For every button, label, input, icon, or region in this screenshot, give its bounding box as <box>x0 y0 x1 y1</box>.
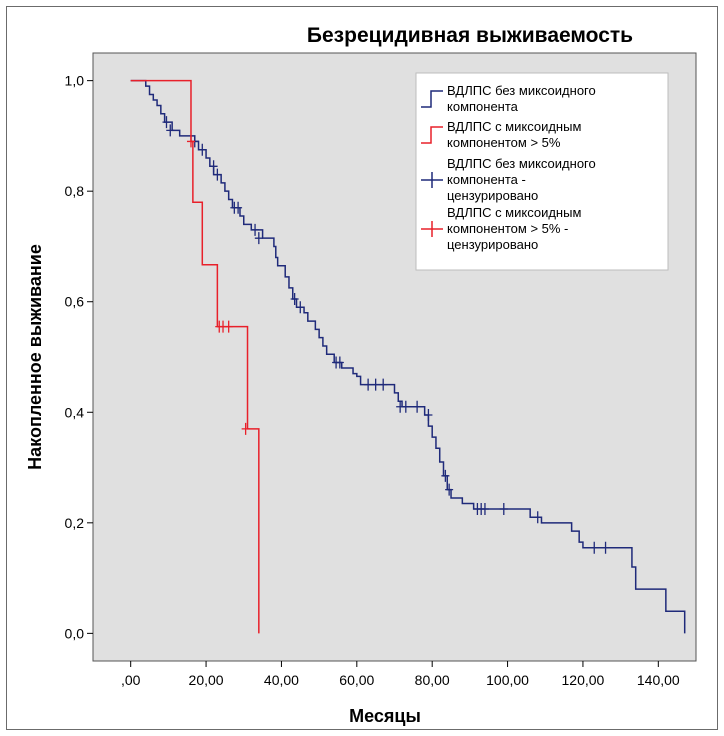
legend-entry-label: ВДЛПС с миксоидным компонентом > 5% <box>447 119 581 150</box>
series-layer <box>130 79 686 634</box>
legend-step-symbol <box>421 126 443 144</box>
censor-mark <box>590 541 599 554</box>
censor-mark <box>234 201 243 214</box>
censor-mark <box>166 124 175 137</box>
legend-step-symbol <box>421 90 443 108</box>
y-tick-label: 0,8 <box>65 183 85 199</box>
x-tick-label: 80,00 <box>415 672 450 688</box>
censor-mark <box>290 292 299 305</box>
x-tick-label: 60,00 <box>339 672 374 688</box>
y-tick-label: 0,4 <box>65 404 85 420</box>
legend-entry-label: ВДЛПС без миксоидного компонента <box>447 83 596 114</box>
legend: ВДЛПС без миксоидного компонента ВДЛПС с м… <box>415 72 669 271</box>
censor-mark <box>254 232 263 245</box>
censor-mark <box>441 469 450 482</box>
censor-mark <box>379 378 388 391</box>
y-tick-label: 0,6 <box>65 294 85 310</box>
censor-mark <box>401 400 410 413</box>
y-axis-label: Накопленное выживание <box>25 244 45 470</box>
legend-entry-label: ВДЛПС с миксоидным компонентом > 5% -ценз… <box>447 205 581 252</box>
censor-mark <box>162 116 171 129</box>
censor-mark <box>601 541 610 554</box>
censor-mark <box>209 160 218 173</box>
legend-censor-symbol <box>421 221 443 237</box>
censor-mark <box>371 378 380 391</box>
y-tick-label: 1,0 <box>65 73 85 89</box>
censor-mark <box>241 422 250 435</box>
y-tick-label: 0,2 <box>65 515 85 531</box>
x-tick-label: 140,00 <box>637 672 680 688</box>
x-tick-label: 20,00 <box>189 672 224 688</box>
x-tick-label: ,00 <box>121 672 141 688</box>
censor-mark <box>424 409 433 422</box>
legend-censor-symbol <box>421 172 443 188</box>
censor-mark <box>499 503 508 515</box>
censor-mark <box>413 400 422 413</box>
censor-mark <box>213 168 222 181</box>
censor-mark <box>480 503 489 515</box>
censor-mark <box>364 378 373 391</box>
chart-title: Безрецидивная выживаемость <box>307 24 633 47</box>
axes: 0,0 0,2 0,4 0,6 0,8 1,0 ,00 20,00 40,00 60,00 80,0… <box>65 73 680 688</box>
x-tick-label: 40,00 <box>264 672 299 688</box>
censor-mark <box>186 135 195 148</box>
y-tick-label: 0,0 <box>65 625 85 641</box>
legend-entry-label: ВДЛПС без миксоидного компонента -цензури… <box>447 156 596 203</box>
censor-mark <box>251 223 260 236</box>
legend-box <box>415 72 669 271</box>
censor-mark <box>198 143 207 156</box>
censor-mark <box>445 483 454 496</box>
censor-mark <box>224 320 233 333</box>
x-tick-label: 120,00 <box>562 672 605 688</box>
x-axis-label: Месяцы <box>349 706 421 726</box>
censor-mark <box>533 511 542 524</box>
censor-mark <box>296 301 305 314</box>
x-tick-label: 100,00 <box>486 672 529 688</box>
censor-mark <box>335 356 344 369</box>
